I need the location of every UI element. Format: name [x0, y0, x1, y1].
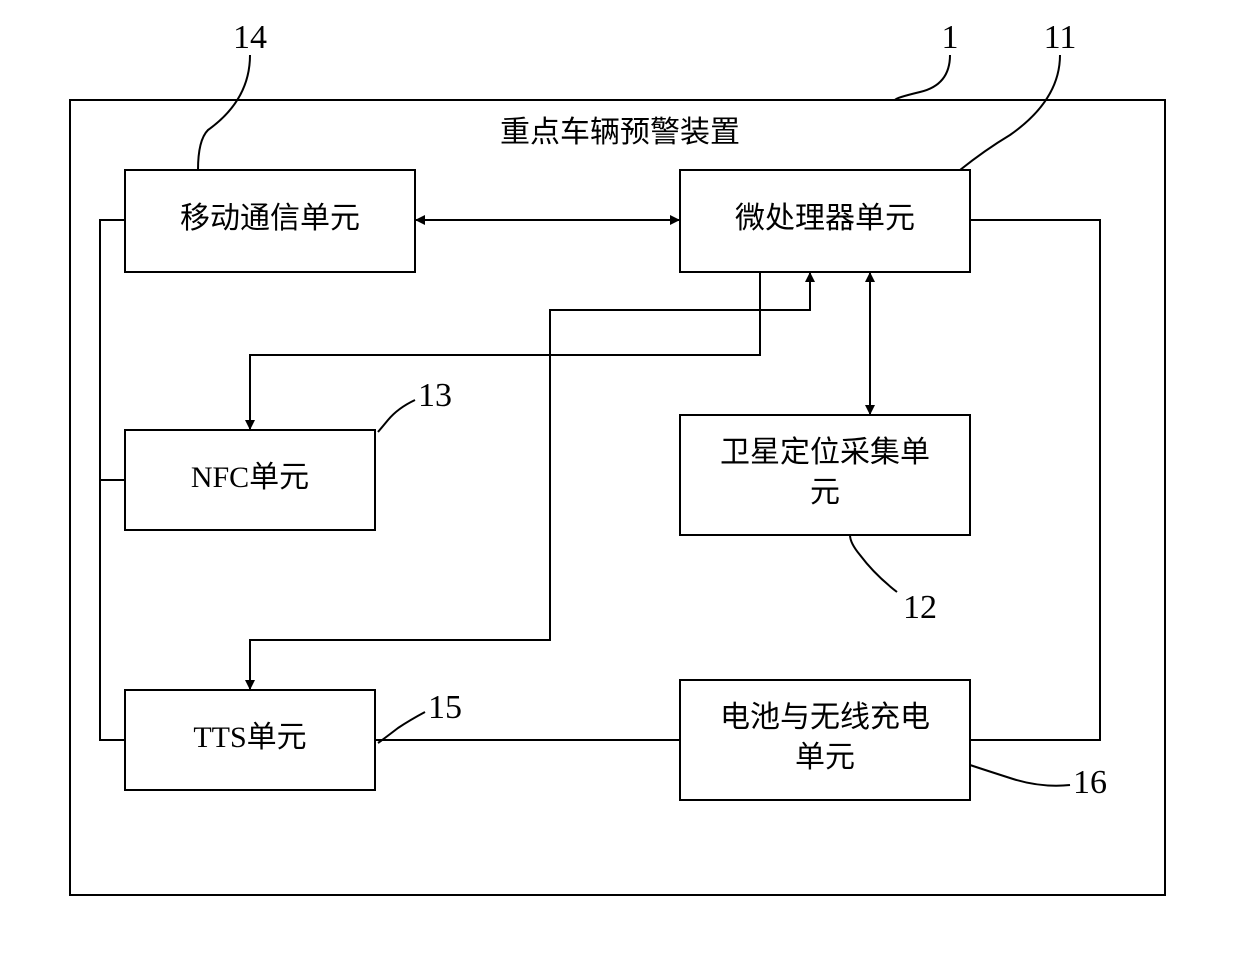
leader-l13	[378, 400, 415, 432]
box-battery: 电池与无线充电单元	[680, 680, 970, 800]
box-battery-label-1: 单元	[795, 741, 855, 774]
ref-r1: 1	[942, 19, 959, 56]
link-mpu-nfc	[250, 272, 760, 430]
diagram-title: 重点车辆预警装置	[500, 116, 740, 149]
ref-r15: 15	[428, 689, 462, 726]
box-tts-label-0: TTS单元	[193, 721, 306, 754]
leader-l14	[198, 55, 250, 170]
box-gps: 卫星定位采集单元	[680, 415, 970, 535]
box-nfc-label-0: NFC单元	[191, 461, 309, 494]
box-mpu-label-0: 微处理器单元	[735, 202, 915, 235]
ref-r12: 12	[903, 589, 937, 626]
leader-l1	[895, 55, 950, 100]
box-mobile-label-0: 移动通信单元	[180, 202, 360, 235]
power-line-right	[970, 220, 1100, 740]
leader-l11	[960, 55, 1060, 170]
box-nfc: NFC单元	[125, 430, 375, 530]
box-battery-label-0: 电池与无线充电	[720, 701, 930, 734]
leader-l16	[970, 765, 1070, 786]
box-tts: TTS单元	[125, 690, 375, 790]
box-mpu: 微处理器单元	[680, 170, 970, 272]
ref-r14: 14	[233, 19, 267, 56]
box-gps-label-0: 卫星定位采集单	[720, 436, 930, 469]
box-mobile: 移动通信单元	[125, 170, 415, 272]
box-gps-label-1: 元	[810, 476, 840, 509]
ref-r13: 13	[418, 377, 452, 414]
ref-r11: 11	[1044, 19, 1077, 56]
ref-r16: 16	[1073, 764, 1107, 801]
leader-l15	[378, 712, 425, 743]
leader-l12	[850, 535, 897, 592]
